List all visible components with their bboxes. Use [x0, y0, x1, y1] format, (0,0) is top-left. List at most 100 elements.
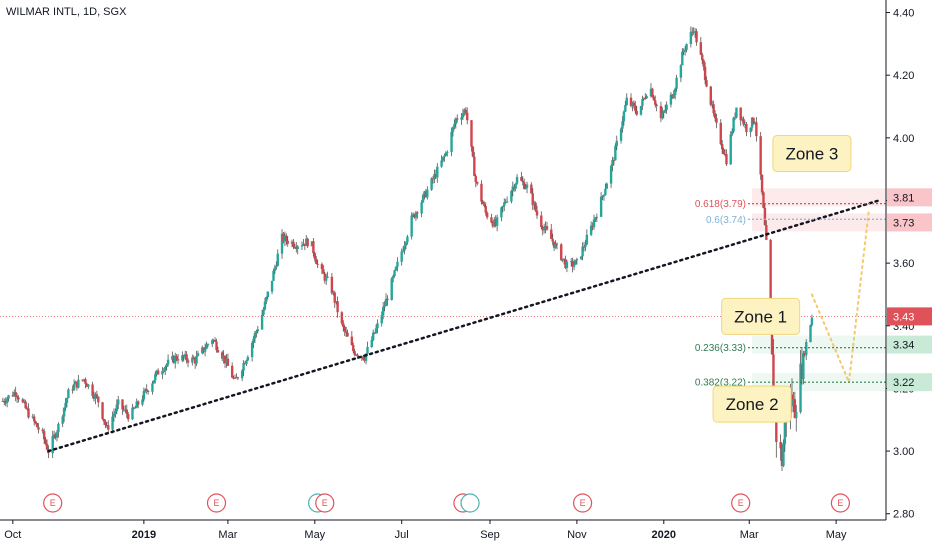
candle-body [206, 344, 210, 346]
candle [740, 116, 744, 122]
candle-body [166, 359, 170, 365]
candle [471, 145, 475, 158]
candle-body [760, 174, 764, 193]
candle-body [426, 189, 429, 198]
candle [522, 178, 526, 190]
candle-body [456, 118, 459, 120]
candle-body [685, 44, 688, 50]
candle [253, 330, 257, 343]
candle-body [265, 297, 268, 302]
candle-body [505, 201, 509, 203]
candle-body [635, 110, 638, 115]
candle-body [743, 123, 747, 125]
earnings-marker [43, 493, 63, 513]
candle-body [236, 377, 240, 379]
candle-body [551, 238, 554, 242]
candle-body [725, 154, 728, 165]
candle-body [431, 178, 435, 180]
candle-body [569, 261, 573, 263]
candle [702, 59, 705, 71]
candle [733, 112, 737, 121]
candle-body [803, 353, 807, 355]
candle-body [711, 104, 714, 106]
callout-box [721, 297, 801, 335]
candle-body [233, 377, 237, 379]
candle [809, 324, 812, 343]
candle-body [404, 242, 408, 246]
candle [17, 395, 20, 403]
candle [272, 269, 275, 281]
time-tick-label: Sep [480, 529, 500, 541]
candle-body [609, 165, 613, 184]
zone-callout-2: Zone 2 [712, 385, 792, 423]
candle [416, 211, 419, 219]
candle [403, 241, 406, 255]
candle-body [614, 145, 617, 161]
candle [213, 337, 217, 343]
candle-body [632, 102, 636, 106]
candle [104, 419, 107, 429]
candle-body [592, 219, 596, 228]
candle-body [250, 342, 254, 357]
candle-body [436, 166, 439, 178]
candle-body [541, 227, 544, 231]
price-tag-3.43: 3.43 [887, 307, 932, 326]
candle [54, 432, 57, 440]
candle-body [715, 118, 718, 123]
candle [675, 74, 678, 92]
candle [193, 356, 197, 369]
candle [85, 382, 89, 387]
candle-body [579, 256, 583, 260]
candle-body [795, 412, 798, 419]
candle-body [171, 356, 174, 360]
candle-body [500, 207, 503, 218]
candle [225, 353, 228, 368]
candle [779, 434, 782, 461]
candle [136, 400, 140, 409]
candle-body [141, 399, 144, 405]
candle-body [575, 259, 579, 261]
chart-title: WILMAR INTL, 1D, SGX [6, 6, 127, 18]
candle-body [64, 402, 67, 408]
candle [145, 384, 148, 395]
candle [742, 116, 745, 127]
candle [473, 152, 476, 177]
candle [102, 418, 106, 425]
price-tick-label: 3.00 [893, 446, 914, 458]
candle-body [490, 217, 493, 223]
candle-body [186, 360, 190, 363]
candle-body [491, 222, 495, 227]
candle-body [332, 292, 335, 294]
candle [165, 363, 168, 371]
candle-body [162, 370, 166, 372]
candle [540, 211, 543, 230]
candle-body [386, 298, 389, 301]
candle [654, 95, 657, 108]
candle-body [652, 96, 656, 101]
candle [172, 354, 175, 364]
candle [765, 220, 768, 240]
price-tick-label: 4.00 [893, 133, 914, 145]
candle-body [683, 49, 687, 51]
candle [11, 391, 15, 398]
candle-body [772, 354, 775, 392]
candle-body [172, 356, 175, 364]
candle-body [525, 184, 529, 188]
candle-body [27, 408, 30, 418]
candle-body [17, 397, 20, 400]
candle-body [699, 42, 703, 55]
candle [591, 222, 594, 231]
candle [122, 405, 126, 413]
candle [77, 374, 80, 389]
candle [74, 380, 77, 385]
price-tag-3.81: 3.81 [887, 188, 932, 207]
fibonacci-levels: 0.618(3.79) 0.6(3.74) 0.236(3.33) 0.382(3.2… [695, 199, 886, 389]
candle [665, 101, 668, 114]
candle-body [306, 238, 309, 247]
candle [635, 105, 638, 116]
candle-body [581, 246, 584, 257]
candle [141, 395, 144, 407]
fib-label: 0.6(3.74) [706, 215, 746, 226]
